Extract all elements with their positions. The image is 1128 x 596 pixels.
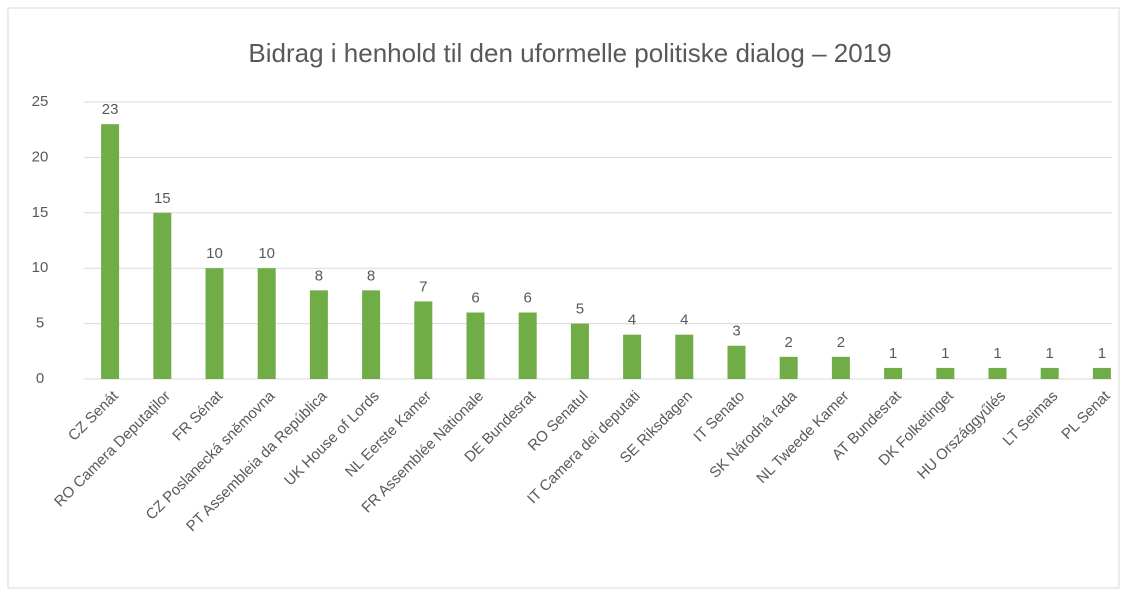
bar	[101, 124, 120, 379]
bar	[153, 212, 172, 379]
y-tick-label: 15	[32, 204, 49, 221]
value-label: 4	[628, 312, 636, 329]
value-label: 1	[993, 345, 1001, 362]
bar	[675, 334, 694, 379]
bar	[309, 290, 328, 379]
value-label: 3	[732, 323, 740, 340]
bar	[623, 334, 642, 379]
bar	[727, 345, 746, 379]
value-label: 8	[367, 267, 375, 284]
bar	[831, 356, 850, 379]
value-label: 15	[154, 190, 171, 207]
bar	[466, 312, 485, 379]
bar	[936, 367, 955, 379]
value-label: 4	[680, 312, 688, 329]
bar	[988, 367, 1007, 379]
y-tick-label: 20	[32, 148, 49, 165]
bar	[362, 290, 381, 379]
bar	[1092, 367, 1111, 379]
value-label: 1	[1046, 345, 1054, 362]
bar	[779, 356, 798, 379]
bar	[518, 312, 537, 379]
value-label: 1	[1098, 345, 1106, 362]
bar	[884, 367, 903, 379]
value-label: 8	[315, 267, 323, 284]
value-label: 10	[206, 245, 223, 262]
bar	[257, 268, 276, 379]
chart-title: Bidrag i henhold til den uformelle polit…	[248, 38, 891, 68]
y-tick-label: 0	[36, 370, 44, 387]
bar	[414, 301, 433, 379]
value-label: 6	[524, 289, 532, 306]
y-tick-label: 25	[32, 93, 49, 110]
y-tick-label: 10	[32, 259, 49, 276]
bar	[205, 268, 224, 379]
value-label: 23	[102, 101, 119, 118]
value-label: 1	[941, 345, 949, 362]
value-label: 7	[419, 278, 427, 295]
value-label: 2	[785, 334, 793, 351]
bar	[1040, 367, 1059, 379]
value-label: 10	[258, 245, 275, 262]
value-label: 5	[576, 301, 584, 318]
bar	[570, 323, 589, 379]
value-label: 1	[889, 345, 897, 362]
chart-border	[7, 7, 1120, 589]
value-label: 2	[837, 334, 845, 351]
value-label: 6	[471, 289, 479, 306]
y-tick-label: 5	[36, 315, 44, 332]
